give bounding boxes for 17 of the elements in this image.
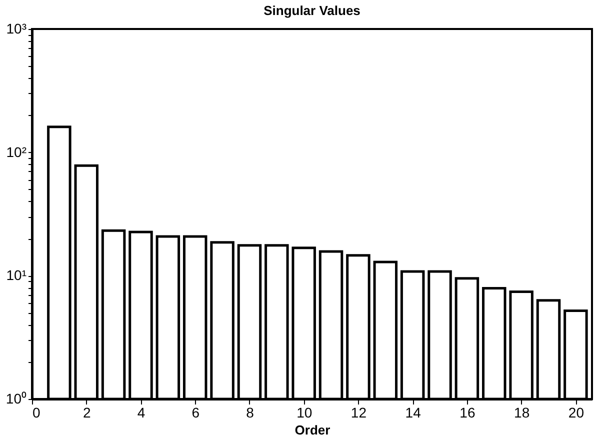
y-tick-label: 10¹ bbox=[6, 267, 27, 284]
x-tick-label: 20 bbox=[568, 404, 584, 420]
x-tick-label: 2 bbox=[82, 404, 91, 420]
x-tick-label: 8 bbox=[246, 404, 254, 420]
x-tick-label: 14 bbox=[405, 404, 422, 420]
chart-title: Singular Values bbox=[264, 3, 360, 18]
x-tick-label: 6 bbox=[192, 404, 200, 420]
x-tick-label: 12 bbox=[350, 404, 367, 420]
x-tick-label: 0 bbox=[32, 404, 40, 420]
x-tick-label: 4 bbox=[137, 404, 146, 420]
x-tick-label: 10 bbox=[296, 404, 312, 420]
x-axis-title: Order bbox=[294, 422, 330, 438]
x-tick-label: 18 bbox=[514, 404, 530, 420]
y-tick-label: 10³ bbox=[6, 20, 27, 36]
x-tick-label: 16 bbox=[460, 404, 476, 420]
y-tick-label: 10² bbox=[6, 144, 27, 160]
y-tick-label: 10⁰ bbox=[6, 390, 26, 406]
